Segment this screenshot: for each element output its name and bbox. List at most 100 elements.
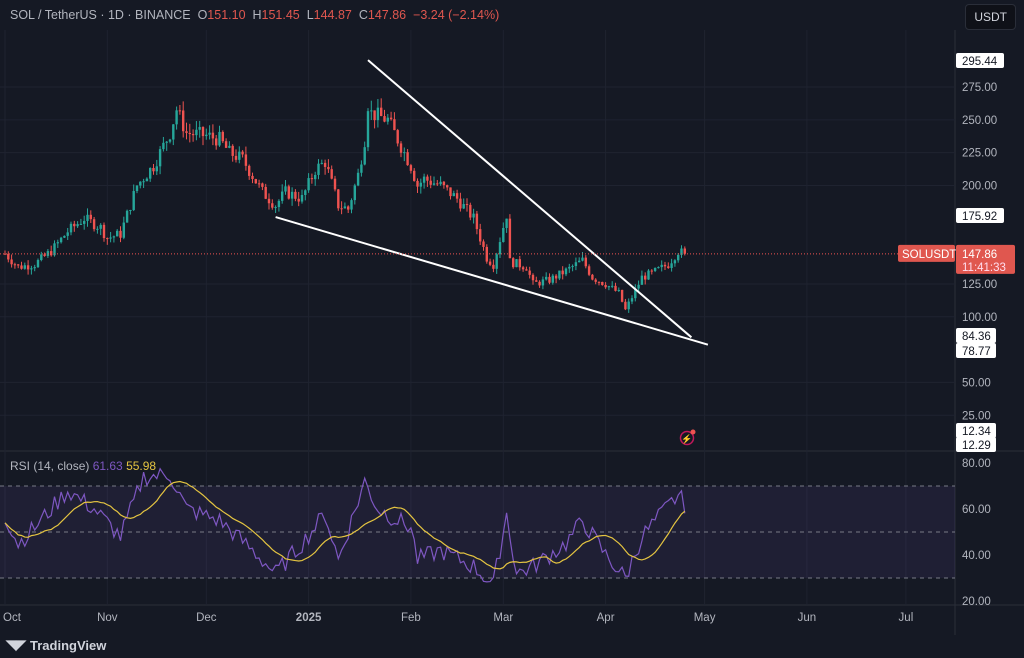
candle-body: [472, 213, 475, 218]
candle-body: [528, 270, 531, 275]
high-value: 151.45: [261, 8, 300, 22]
rsi-legend: RSI (14, close) 61.63 55.98: [10, 459, 156, 473]
candle-body: [218, 131, 221, 146]
candle-body: [145, 178, 149, 182]
candle-body: [446, 185, 449, 188]
candle-body: [129, 209, 132, 211]
candle-body: [584, 257, 587, 267]
alert-icon: [679, 430, 695, 446]
time-tick-label: Oct: [3, 612, 22, 624]
candle-body: [597, 281, 601, 283]
candle-body: [353, 185, 356, 201]
candle-body: [551, 275, 554, 283]
candle-body: [307, 178, 310, 191]
candle-body: [215, 138, 218, 146]
candle-body: [320, 162, 323, 164]
candle-body: [611, 285, 614, 287]
candle-body: [406, 152, 409, 166]
candle-body: [271, 203, 274, 208]
candle-body: [287, 186, 290, 199]
candle-body: [122, 222, 125, 238]
candle-body: [96, 228, 99, 230]
candle-body: [297, 198, 300, 202]
candle-body: [531, 274, 535, 281]
candle-body: [208, 132, 211, 135]
rsi-line: [4, 467, 686, 583]
candle-body: [340, 208, 343, 210]
candle-body: [637, 284, 640, 289]
candle-body: [634, 288, 637, 299]
candle-body: [498, 242, 502, 255]
candle-body: [53, 243, 56, 256]
candle-body: [442, 181, 446, 186]
candle-body: [515, 259, 518, 268]
candle-body: [403, 152, 406, 154]
symbol-tag-label: SOLUSDT: [902, 249, 956, 261]
price-label: 84.36: [962, 331, 991, 343]
candle-body: [607, 286, 611, 288]
price-label-box: [956, 53, 1004, 68]
candle-body: [142, 181, 145, 183]
price-chart[interactable]: 275.00 250.00 225.00 200.00 125.00 100.00 50.0…: [0, 0, 1024, 635]
candle-body: [624, 301, 627, 310]
candle-body: [541, 279, 545, 286]
time-tick-label: Feb: [401, 612, 421, 624]
candle-body: [482, 241, 485, 247]
price-tick-label: 200.00: [962, 180, 997, 192]
candle-body: [317, 163, 320, 175]
time-tick-label: Jun: [798, 612, 817, 624]
candle-body: [323, 162, 327, 167]
candle-body: [168, 139, 172, 142]
candle-body: [234, 155, 238, 160]
rsi-ma-line: [4, 480, 686, 570]
tradingview-logo: ◥◤ TradingView: [6, 637, 107, 653]
candle-body: [380, 107, 383, 117]
candle-body: [564, 268, 568, 275]
candle-body: [640, 275, 644, 285]
candle-body: [554, 275, 558, 279]
candle-body: [604, 284, 607, 288]
rsi-tick-label: 40.00: [962, 550, 991, 562]
candle-body: [139, 181, 142, 186]
last-price-value: 147.86: [962, 249, 997, 261]
candle-body: [238, 151, 241, 160]
candle-body: [409, 165, 413, 171]
symbol-title: SOL / TetherUS · 1D · BINANCE: [10, 8, 191, 22]
candle-body: [591, 274, 594, 280]
candle-body: [205, 134, 208, 137]
candle-body: [50, 251, 53, 256]
candle-body: [452, 193, 455, 197]
candle-body: [465, 204, 469, 206]
candle-body: [152, 167, 155, 172]
candle-body: [644, 275, 647, 280]
candle-body: [376, 107, 380, 121]
candle-body: [304, 190, 307, 195]
price-tick-label: 100.00: [962, 312, 997, 324]
candle-body: [290, 191, 294, 199]
candle-body: [155, 166, 158, 172]
currency-button[interactable]: USDT: [965, 4, 1016, 30]
candle-body: [277, 200, 281, 208]
price-label-box: [956, 423, 996, 438]
candle-body: [264, 186, 267, 199]
price-label: 12.34: [962, 426, 991, 438]
price-label-box: [956, 328, 996, 343]
chart-legend: SOL / TetherUS · 1D · BINANCE O151.10 H1…: [10, 8, 500, 22]
candle-body: [508, 218, 512, 259]
candle-body: [650, 270, 653, 272]
candle-body: [79, 223, 83, 225]
candle-body: [69, 223, 73, 233]
candle-body: [462, 204, 465, 209]
candle-body: [76, 224, 79, 227]
price-label: 12.29: [962, 440, 991, 452]
candle-body: [63, 235, 66, 238]
price-tick-label: 25.00: [962, 410, 991, 422]
candle-body: [614, 285, 617, 291]
candle-body: [132, 191, 135, 210]
candle-body: [660, 264, 663, 268]
candle-body: [574, 262, 578, 267]
candle-body: [667, 266, 670, 268]
price-label-box: [956, 343, 996, 358]
candle-body: [333, 178, 337, 190]
candle-body: [83, 220, 86, 224]
